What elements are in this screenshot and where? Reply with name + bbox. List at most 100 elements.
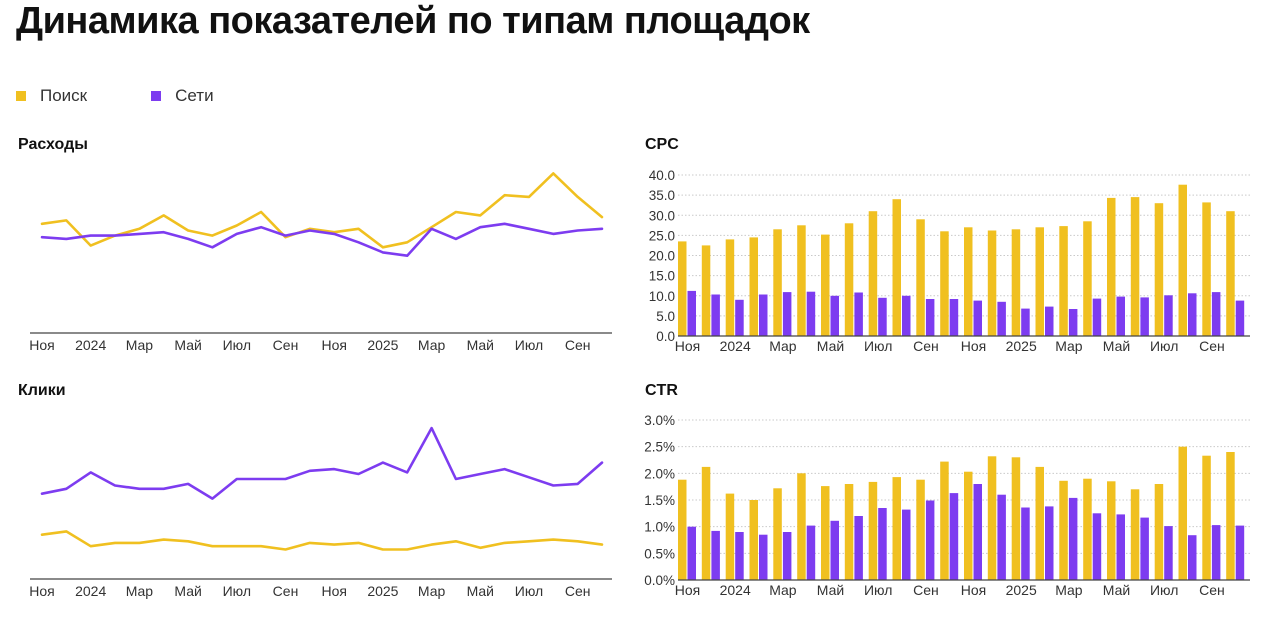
cpc-bar-search: [892, 199, 901, 336]
ctr-x-tick-label: Июл: [864, 582, 892, 598]
spend-x-tick-label: Мар: [126, 337, 154, 353]
spend-x-tick-label: Сен: [565, 337, 591, 353]
ctr-x-tick-label: Сен: [913, 582, 939, 598]
ctr-bar-search: [892, 477, 901, 580]
cpc-bar-search: [987, 230, 997, 336]
ctr-y-tick-label: 2.0%: [644, 466, 675, 481]
cpc-bar-search: [844, 223, 854, 336]
clicks-x-tick-label: Сен: [565, 583, 591, 599]
ctr-x-tick-label: Мар: [1055, 582, 1083, 598]
cpc-x-tick-label: Сен: [1199, 338, 1225, 354]
ctr-bar-network: [759, 534, 768, 580]
page-title: Динамика показателей по типам площадок: [16, 0, 810, 42]
cpc-bar-search: [1035, 227, 1044, 336]
cpc-y-tick-label: 5.0: [656, 309, 675, 324]
clicks-x-tick-label: Июл: [223, 583, 251, 599]
ctr-bar-search: [964, 471, 973, 580]
cpc-bar-search: [1178, 184, 1187, 336]
cpc-bar-search: [1202, 202, 1211, 336]
cpc-bar-network: [1164, 295, 1173, 336]
cpc-x-tick-label: Ноя: [961, 338, 986, 354]
spend-x-tick-label: Июл: [515, 337, 543, 353]
cpc-y-tick-label: 35.0: [649, 188, 675, 203]
ctr-bar-network: [782, 532, 792, 580]
ctr-bar-search: [797, 473, 806, 580]
ctr-bar-network: [1140, 517, 1149, 580]
ctr-y-tick-label: 0.0%: [644, 573, 675, 588]
cpc-bar-network: [687, 290, 696, 336]
ctr-bar-search: [1059, 480, 1068, 580]
cpc-bar-network: [1092, 298, 1102, 336]
ctr-x-tick-label: Ноя: [961, 582, 986, 598]
clicks-line-search: [40, 530, 604, 551]
cpc-y-tick-label: 10.0: [649, 289, 675, 304]
spend-line-search: [40, 172, 604, 249]
ctr-x-tick-label: Май: [1103, 582, 1130, 598]
ctr-bar-network: [711, 530, 720, 580]
cpc-bar-network: [997, 301, 1006, 336]
cpc-x-tick-label: Май: [1103, 338, 1130, 354]
ctr-bar-network: [925, 500, 935, 580]
clicks-x-tick-label: Май: [174, 583, 201, 599]
ctr-bar-search: [1083, 478, 1092, 580]
cpc-bar-search: [964, 227, 973, 336]
ctr-bar-network: [878, 508, 887, 580]
cpc-x-tick-label: Июл: [864, 338, 892, 354]
clicks-x-tick-label: 2024: [75, 583, 106, 599]
clicks-x-tick-label: Июл: [515, 583, 543, 599]
ctr-bar-network: [1164, 526, 1173, 580]
clicks-x-tick-label: Мар: [418, 583, 446, 599]
ctr-bar-search: [1178, 446, 1187, 580]
cpc-bar-network: [759, 294, 768, 336]
ctr-bar-search: [773, 488, 782, 580]
ctr-x-tick-label: 2025: [1006, 582, 1037, 598]
ctr-bar-search: [868, 481, 878, 580]
ctr-bar-network: [1116, 514, 1125, 580]
ctr-bar-network: [973, 484, 982, 580]
ctr-bar-search: [916, 479, 925, 580]
cpc-chart-title: CPC: [645, 136, 679, 153]
ctr-x-tick-label: 2024: [720, 582, 751, 598]
legend-item-search[interactable]: Поиск: [16, 86, 87, 106]
ctr-bar-search: [987, 456, 997, 580]
spend-x-tick-label: Мар: [418, 337, 446, 353]
ctr-x-tick-label: Сен: [1199, 582, 1225, 598]
cpc-y-tick-label: 20.0: [649, 249, 675, 264]
cpc-bar-search: [797, 225, 806, 336]
ctr-bar-search: [1226, 452, 1235, 580]
legend-item-network[interactable]: Сети: [151, 86, 214, 106]
clicks-x-tick-label: 2025: [367, 583, 398, 599]
cpc-x-tick-label: Июл: [1150, 338, 1178, 354]
cpc-x-tick-label: Ноя: [675, 338, 700, 354]
cpc-bar-search: [940, 231, 949, 336]
cpc-bar-network: [1021, 308, 1030, 336]
ctr-bar-search: [1011, 457, 1021, 580]
clicks-line-network: [40, 426, 604, 500]
cpc-bar-search: [1059, 226, 1068, 336]
clicks-x-tick-label: Ноя: [29, 583, 54, 599]
cpc-bar-network: [949, 299, 959, 336]
clicks-x-tick-label: Май: [467, 583, 494, 599]
ctr-bar-network: [902, 509, 911, 580]
cpc-x-tick-label: 2025: [1006, 338, 1037, 354]
cpc-bar-search: [1011, 229, 1021, 336]
ctr-bar-network: [1068, 497, 1078, 580]
cpc-bar-network: [1188, 293, 1197, 336]
cpc-x-tick-label: 2024: [720, 338, 751, 354]
ctr-x-tick-label: Май: [817, 582, 844, 598]
ctr-bar-search: [844, 484, 854, 580]
cpc-y-tick-label: 25.0: [649, 228, 675, 243]
legend-swatch-search: [16, 91, 26, 101]
legend-label-search: Поиск: [40, 86, 88, 105]
cpc-bar-search: [1107, 197, 1116, 336]
spend-x-tick-label: Май: [174, 337, 201, 353]
ctr-x-tick-label: Мар: [769, 582, 797, 598]
ctr-bar-network: [1021, 507, 1030, 580]
cpc-bar-network: [1068, 309, 1078, 336]
cpc-bar-search: [821, 234, 830, 336]
cpc-y-tick-label: 0.0: [656, 329, 675, 344]
ctr-y-tick-label: 3.0%: [644, 413, 675, 428]
cpc-bar-network: [806, 291, 816, 336]
clicks-x-tick-label: Мар: [126, 583, 154, 599]
